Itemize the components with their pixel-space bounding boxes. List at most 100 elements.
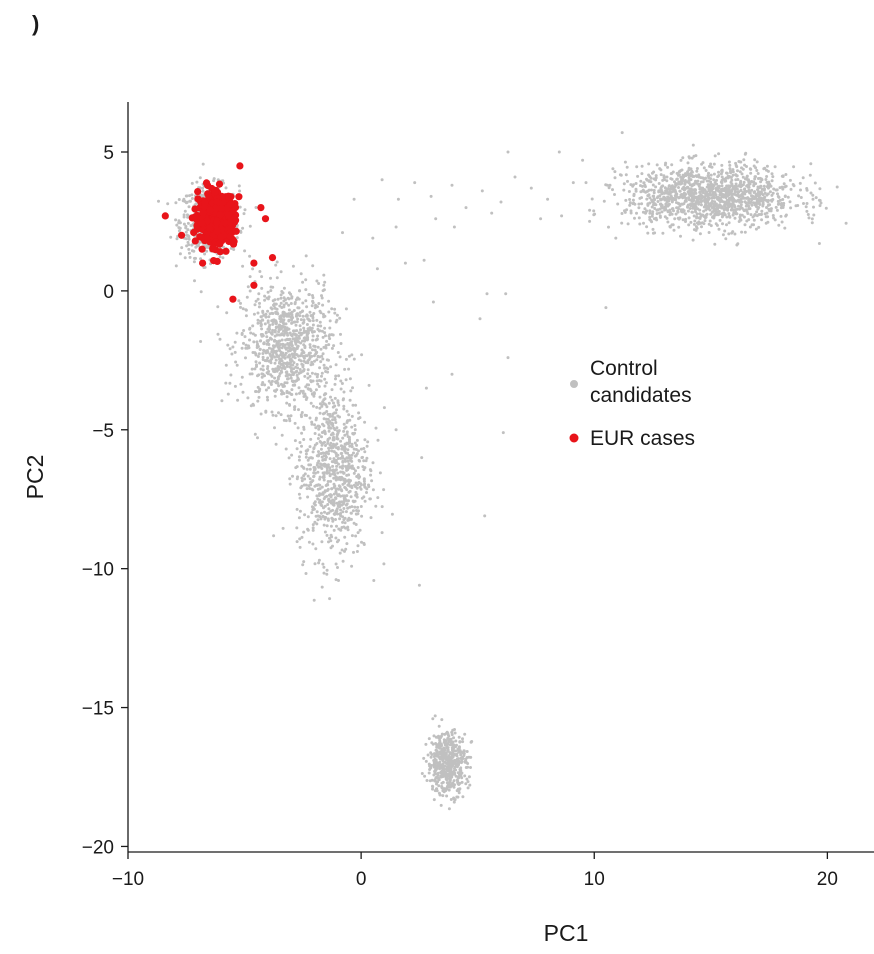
control-candidates-point (182, 213, 186, 217)
control-candidates-point (354, 523, 358, 526)
eur-cases-point (178, 231, 186, 239)
control-candidates-point (353, 441, 357, 445)
control-candidates-point (709, 193, 713, 197)
control-candidates-point (184, 230, 188, 234)
control-candidates-point (452, 800, 456, 804)
control-candidates-point (375, 267, 379, 271)
control-candidates-point (261, 364, 265, 368)
control-candidates-point (765, 180, 769, 184)
control-candidates-point (243, 335, 247, 339)
control-candidates-point (754, 227, 758, 231)
control-candidates-point (299, 328, 302, 332)
control-candidates-point (338, 476, 342, 479)
control-candidates-point (302, 483, 306, 487)
control-candidates-point (288, 353, 291, 357)
control-candidates-point (460, 771, 464, 775)
control-candidates-point (218, 255, 222, 259)
control-candidates-point (663, 186, 667, 190)
control-candidates-point (302, 560, 306, 564)
control-candidates-point (307, 328, 311, 332)
control-candidates-point (709, 173, 713, 177)
control-candidates-point (289, 315, 293, 319)
control-candidates-point (329, 539, 333, 543)
control-candidates-point (664, 207, 668, 211)
control-candidates-point (371, 461, 375, 465)
control-candidates-point (273, 306, 277, 310)
control-candidates-point (613, 170, 617, 174)
control-candidates-point (307, 383, 311, 387)
control-candidates-point (308, 487, 312, 490)
control-candidates-point (262, 313, 266, 317)
control-candidates-point (196, 244, 200, 247)
control-candidates-point (424, 759, 428, 763)
control-candidates-point (681, 208, 685, 212)
control-candidates-point (698, 182, 702, 186)
control-candidates-point (318, 515, 322, 519)
control-candidates-point (293, 329, 297, 333)
control-candidates-point (744, 177, 747, 181)
control-candidates-point (280, 433, 284, 437)
control-candidates-point (666, 220, 670, 224)
control-candidates-point (425, 779, 429, 782)
control-candidates-point (655, 163, 659, 167)
control-candidates-point (694, 228, 698, 232)
control-candidates-point (329, 426, 333, 430)
control-candidates-point (467, 775, 471, 779)
control-candidates-point (327, 497, 331, 501)
control-candidates-point (365, 444, 369, 448)
control-candidates-point (303, 477, 307, 481)
control-candidates-point (440, 718, 444, 722)
control-candidates-point (432, 765, 436, 769)
control-candidates-point (717, 170, 720, 174)
control-candidates-point (693, 189, 697, 193)
control-candidates-point (264, 388, 268, 392)
control-candidates-point (317, 282, 321, 285)
control-candidates-point (319, 324, 323, 328)
control-candidates-point (344, 425, 348, 429)
legend-control-candidates-label: Control (590, 357, 658, 380)
control-candidates-point (188, 255, 192, 259)
control-candidates-point (345, 409, 349, 413)
control-candidates-point (324, 334, 327, 338)
control-candidates-point (611, 188, 614, 192)
eur-cases-point (209, 244, 217, 252)
control-candidates-point (294, 370, 298, 374)
control-candidates-point (313, 471, 317, 475)
control-candidates-point (818, 204, 822, 208)
control-candidates-point (661, 231, 665, 235)
control-candidates-point (240, 331, 244, 335)
control-candidates-point (784, 184, 788, 188)
control-candidates-point (714, 193, 718, 197)
control-candidates-point (708, 219, 712, 223)
control-candidates-point (651, 212, 654, 216)
control-candidates-point (650, 214, 654, 218)
control-candidates-point (339, 494, 343, 498)
control-candidates-point (746, 184, 750, 188)
control-candidates-point (751, 196, 754, 200)
control-candidates-point (483, 514, 487, 518)
control-candidates-point (671, 197, 675, 201)
control-candidates-point (437, 724, 441, 728)
control-candidates-point (709, 212, 713, 216)
control-candidates-point (362, 468, 366, 472)
control-candidates-point (618, 173, 622, 177)
control-candidates-point (355, 475, 359, 478)
control-candidates-point (687, 179, 691, 183)
control-candidates-point (334, 491, 338, 495)
control-candidates-point (284, 301, 288, 305)
control-candidates-point (669, 177, 673, 181)
control-candidates-point (341, 456, 345, 460)
control-candidates-point (317, 302, 321, 305)
control-candidates-point (717, 152, 721, 156)
control-candidates-point (674, 183, 678, 187)
control-candidates-point (285, 365, 289, 368)
control-candidates-point (648, 211, 652, 215)
control-candidates-point (734, 161, 738, 165)
control-candidates-point (291, 347, 294, 351)
control-candidates-point (592, 213, 596, 217)
control-candidates-point (306, 528, 310, 532)
control-candidates-point (640, 202, 644, 206)
control-candidates-point (325, 468, 329, 472)
control-candidates-point (413, 181, 417, 185)
legend-control-candidates-label: candidates (590, 384, 692, 407)
